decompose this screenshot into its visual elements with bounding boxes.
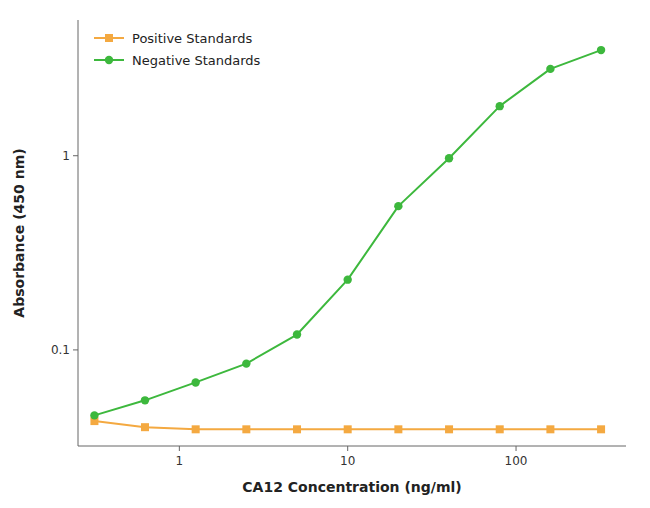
point (445, 154, 453, 162)
x-tick-label: 10 (340, 454, 355, 468)
point (496, 425, 504, 433)
legend-marker (105, 56, 113, 64)
point (293, 330, 301, 338)
x-tick-label: 100 (505, 454, 528, 468)
point (496, 102, 504, 110)
point (141, 396, 149, 404)
x-tick (179, 446, 180, 451)
x-axis-label: CA12 Concentration (ng/ml) (242, 479, 461, 495)
axes: 1 10 100 0.1 1 (51, 20, 626, 468)
background (0, 0, 650, 508)
y-tick-label: 1 (62, 149, 70, 163)
y-axis-label: Absorbance (450 nm) (11, 148, 27, 317)
point (445, 425, 453, 433)
plot-area (90, 46, 605, 433)
point (191, 378, 199, 386)
y-axis-line (78, 20, 79, 446)
point (242, 425, 250, 433)
point (141, 423, 149, 431)
point (394, 202, 402, 210)
point (546, 65, 554, 73)
point (343, 275, 351, 283)
line (94, 50, 601, 415)
point (90, 411, 98, 419)
legend-label: Negative Standards (132, 53, 261, 68)
point (597, 425, 605, 433)
legend: Positive Standards Negative Standards (94, 31, 261, 68)
y-tick-label: 0.1 (51, 343, 70, 357)
x-tick (347, 446, 348, 451)
point (192, 425, 200, 433)
y-tick (73, 155, 78, 156)
legend-label: Positive Standards (132, 31, 252, 46)
x-axis-line (78, 446, 626, 447)
point (242, 359, 250, 367)
point (293, 425, 301, 433)
point (394, 425, 402, 433)
legend-marker (105, 34, 113, 42)
point (546, 425, 554, 433)
y-tick (73, 349, 78, 350)
series (90, 417, 605, 433)
point (597, 46, 605, 54)
point (344, 425, 352, 433)
chart-container: 1 10 100 0.1 1 CA12 Concentration (ng/ml) Abso… (0, 0, 650, 508)
chart: 1 10 100 0.1 1 CA12 Concentration (ng/ml) Abso… (0, 0, 650, 508)
series (90, 46, 605, 420)
x-tick (516, 446, 517, 451)
x-tick-label: 1 (176, 454, 184, 468)
